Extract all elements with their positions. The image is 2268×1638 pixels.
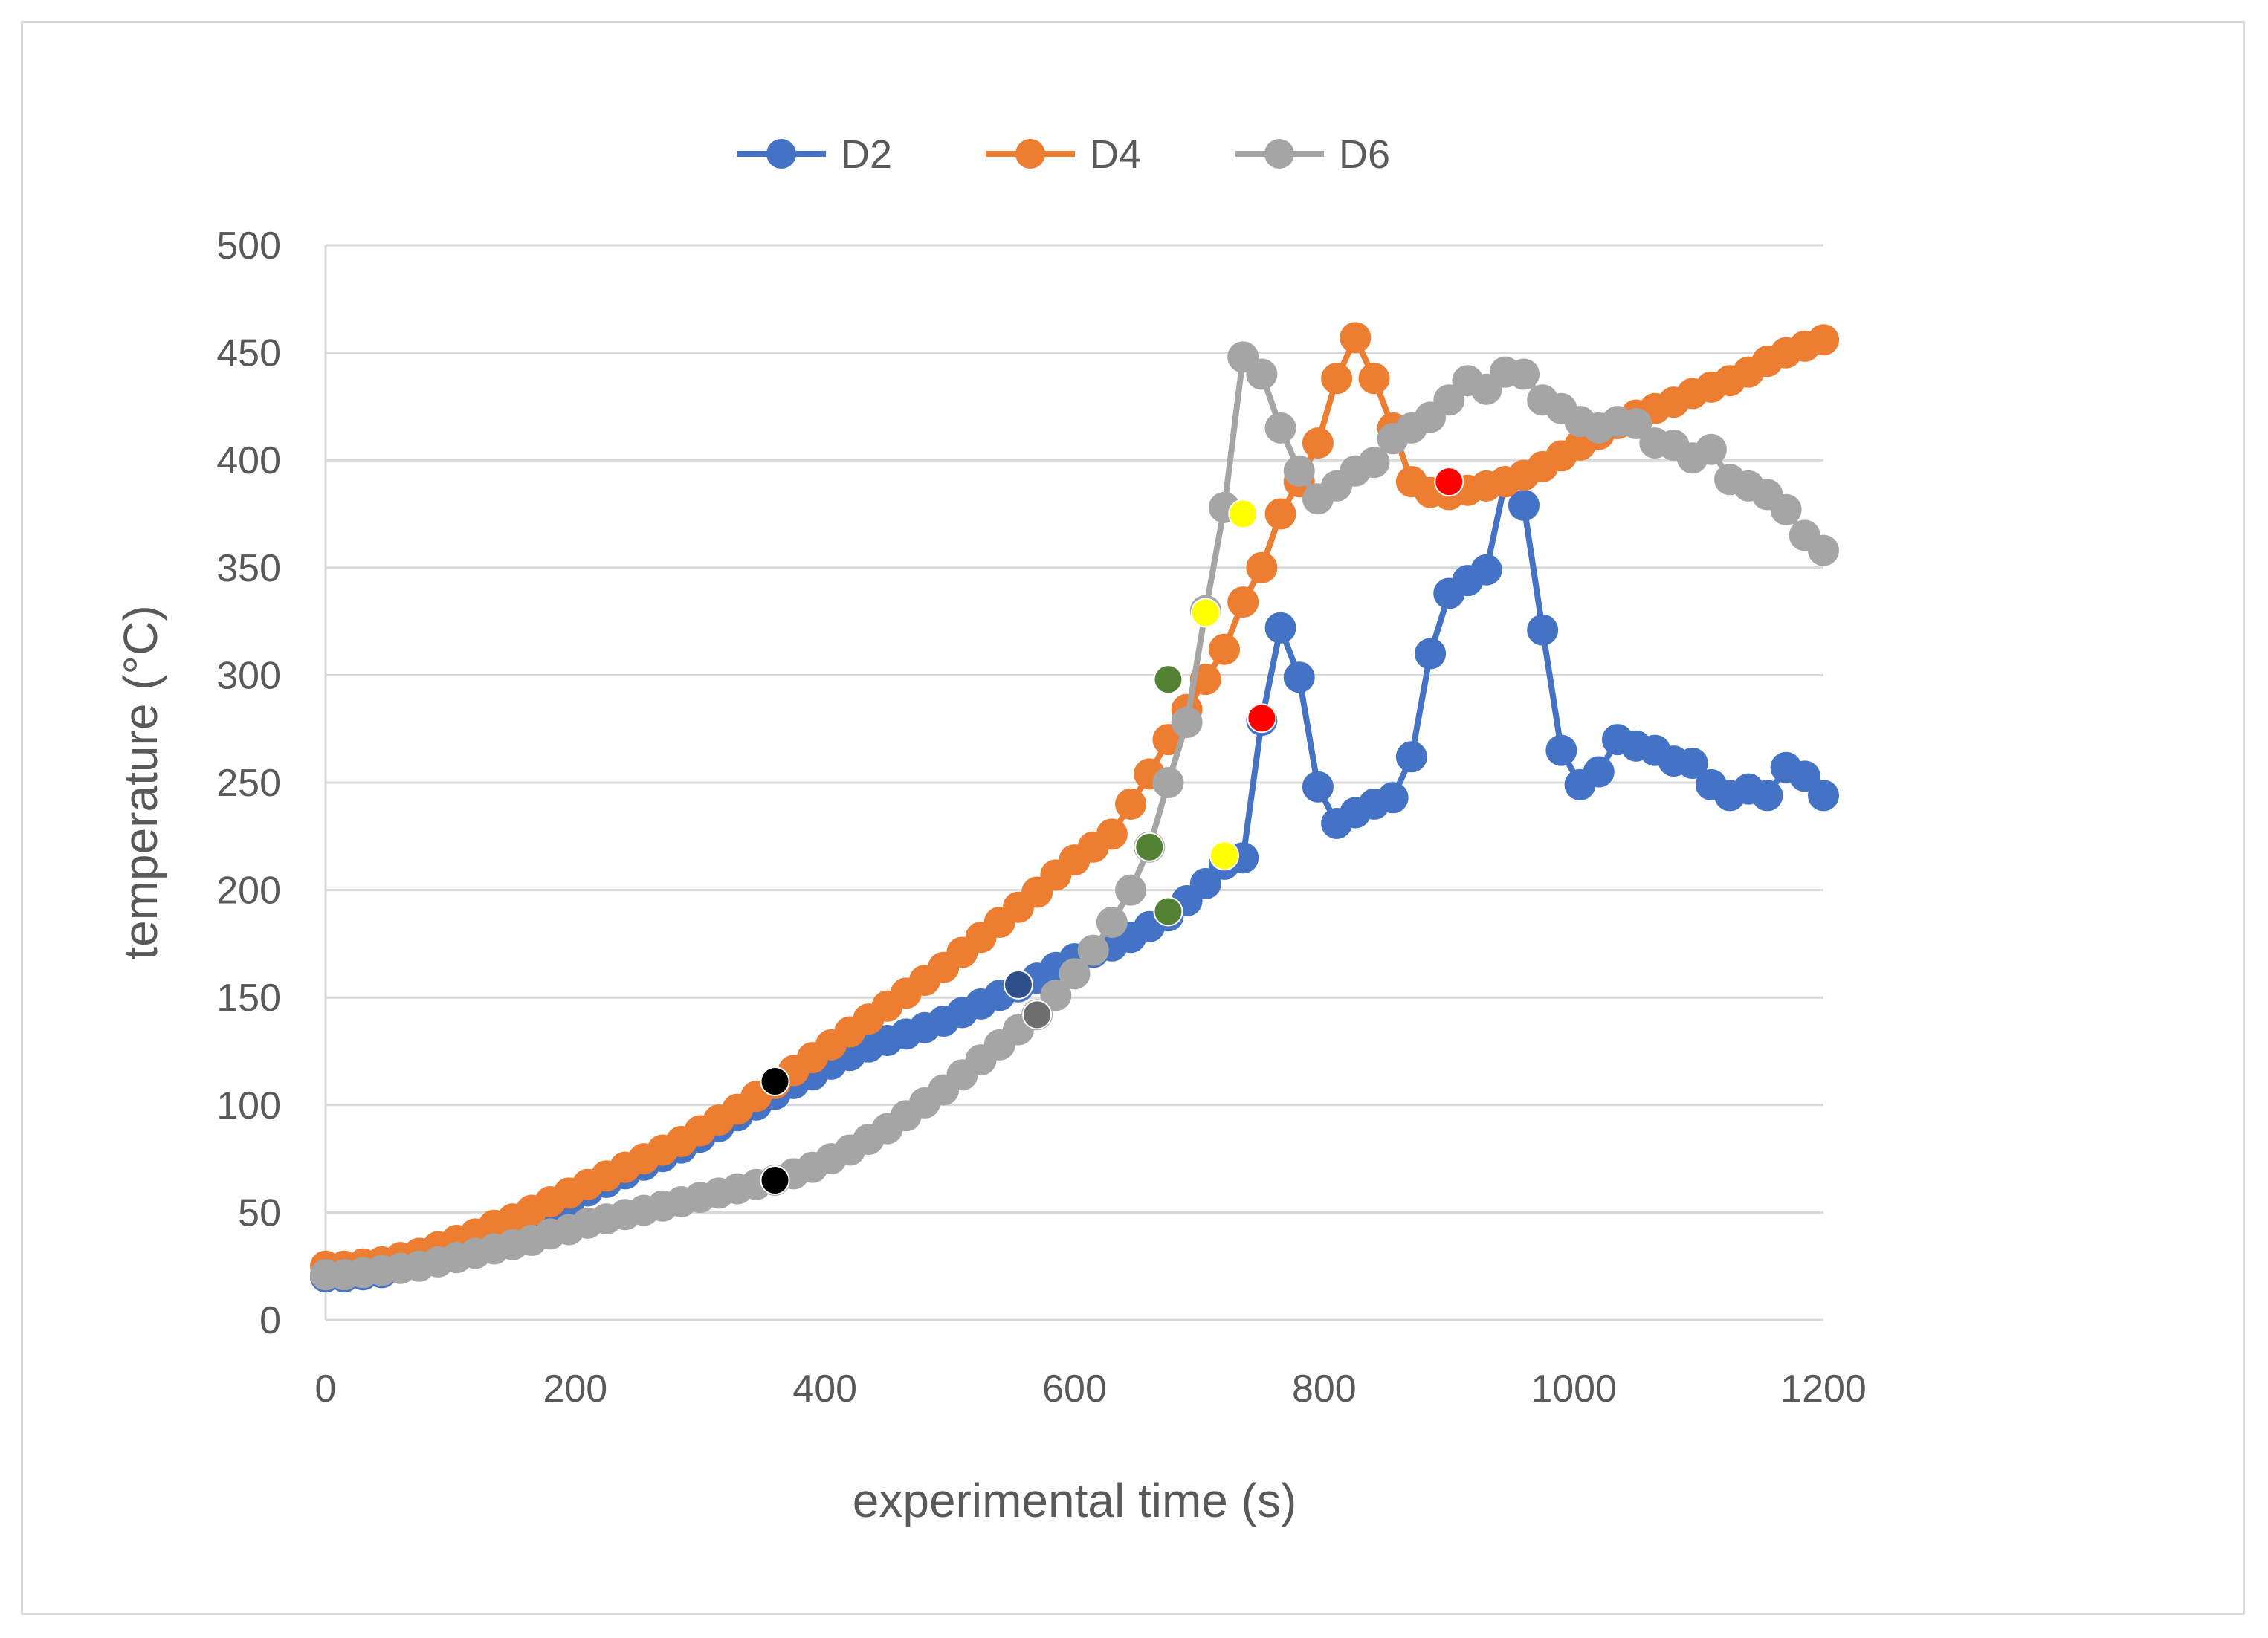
y-tick-label: 400 xyxy=(216,439,281,482)
data-point xyxy=(1227,586,1259,618)
x-tick-label: 200 xyxy=(543,1367,607,1411)
y-tick-label: 200 xyxy=(216,870,281,913)
legend-marker xyxy=(766,139,796,169)
x-tick-label: 600 xyxy=(1042,1367,1107,1411)
data-point xyxy=(1264,612,1296,644)
highlight-marker xyxy=(1190,598,1221,628)
highlight-marker xyxy=(1228,499,1259,529)
axes: 0 50 100 150 200 250 300 350 400 450 500 0 200 400 600… xyxy=(216,224,1867,1411)
highlight-marker xyxy=(1153,896,1183,927)
data-point xyxy=(1751,780,1783,812)
data-point xyxy=(1096,906,1128,938)
data-point xyxy=(1433,384,1465,416)
data-point xyxy=(1115,788,1147,820)
x-tick-label: 1000 xyxy=(1531,1367,1617,1411)
data-point xyxy=(1171,707,1203,739)
series-group xyxy=(310,322,1839,1293)
legend-label: D4 xyxy=(1090,132,1141,177)
data-point xyxy=(1508,489,1540,521)
data-point xyxy=(1096,818,1128,850)
highlight-marker xyxy=(1247,703,1277,734)
y-tick-label: 250 xyxy=(216,762,281,805)
series-d4 xyxy=(310,322,1839,1282)
x-axis-title: experimental time (s) xyxy=(853,1474,1297,1527)
highlight-marker xyxy=(1022,1000,1053,1030)
legend-label: D6 xyxy=(1339,132,1390,177)
data-point xyxy=(1209,633,1240,665)
data-point xyxy=(1059,958,1091,990)
data-point xyxy=(1676,747,1708,779)
highlight-marker xyxy=(1134,832,1165,862)
legend-label: D2 xyxy=(841,132,892,177)
data-point xyxy=(1808,534,1839,566)
data-point xyxy=(1527,614,1559,646)
data-point xyxy=(1545,734,1577,766)
data-point xyxy=(1695,433,1727,465)
highlight-marker xyxy=(760,1165,790,1196)
legend-item-d2: D2 xyxy=(737,132,892,177)
data-point xyxy=(1246,358,1278,390)
data-point xyxy=(1470,554,1502,586)
x-tick-label: 400 xyxy=(792,1367,857,1411)
highlight-markers xyxy=(760,467,1464,1196)
data-point xyxy=(1808,324,1839,356)
data-point xyxy=(1152,767,1184,798)
legend-marker xyxy=(1264,139,1294,169)
x-tick-label: 800 xyxy=(1292,1367,1357,1411)
data-point xyxy=(1395,741,1427,773)
gridlines xyxy=(326,244,1823,1214)
data-point xyxy=(1340,322,1372,354)
highlight-marker xyxy=(1209,841,1239,871)
series-line xyxy=(326,334,1825,1269)
data-point xyxy=(1358,447,1390,479)
data-point xyxy=(1189,867,1221,899)
data-point xyxy=(1789,760,1820,792)
data-point xyxy=(1302,427,1334,459)
legend-item-d4: D4 xyxy=(986,132,1141,177)
series-d2 xyxy=(310,466,1839,1293)
data-point xyxy=(1302,771,1334,803)
y-tick-label: 300 xyxy=(216,654,281,697)
series-d6 xyxy=(310,341,1839,1291)
data-point xyxy=(1770,493,1802,525)
y-tick-label: 150 xyxy=(216,977,281,1020)
data-point xyxy=(1377,782,1409,814)
legend-item-d6: D6 xyxy=(1235,132,1390,177)
data-point xyxy=(1246,551,1278,583)
data-point xyxy=(1077,934,1109,966)
data-point xyxy=(1040,980,1072,1011)
y-tick-label: 500 xyxy=(216,224,281,268)
chart-svg: 0 50 100 150 200 250 300 350 400 450 500 0 200 400 600… xyxy=(114,132,1867,1527)
data-point xyxy=(1115,874,1147,906)
data-point xyxy=(1264,412,1296,444)
data-point xyxy=(1321,363,1353,395)
data-point xyxy=(1283,455,1315,487)
y-tick-label: 100 xyxy=(216,1084,281,1127)
highlight-marker xyxy=(1153,664,1183,695)
data-point xyxy=(1415,638,1447,670)
x-tick-label: 0 xyxy=(315,1367,337,1411)
series-line xyxy=(326,354,1826,1278)
highlight-marker xyxy=(1003,969,1033,1000)
highlight-marker xyxy=(760,1066,790,1096)
data-point xyxy=(1264,498,1296,530)
y-tick-label: 450 xyxy=(216,332,281,375)
data-point xyxy=(1808,780,1839,812)
y-axis-title: temperature (°C) xyxy=(114,605,167,959)
data-point xyxy=(1508,358,1540,390)
highlight-marker xyxy=(1434,467,1464,497)
data-point xyxy=(1583,756,1615,788)
series-line xyxy=(326,479,1826,1281)
chart-area: 0 50 100 150 200 250 300 350 400 450 500 0 200 400 600… xyxy=(21,21,2245,1615)
y-tick-label: 0 xyxy=(259,1299,281,1342)
x-tick-label: 1200 xyxy=(1780,1367,1867,1411)
y-tick-label: 350 xyxy=(216,547,281,590)
data-point xyxy=(1358,363,1390,395)
data-point xyxy=(1283,661,1315,693)
legend-marker xyxy=(1015,139,1045,169)
y-tick-label: 50 xyxy=(238,1191,281,1234)
data-point xyxy=(1621,408,1652,440)
legend: D2 D4 D6 xyxy=(737,132,1390,177)
